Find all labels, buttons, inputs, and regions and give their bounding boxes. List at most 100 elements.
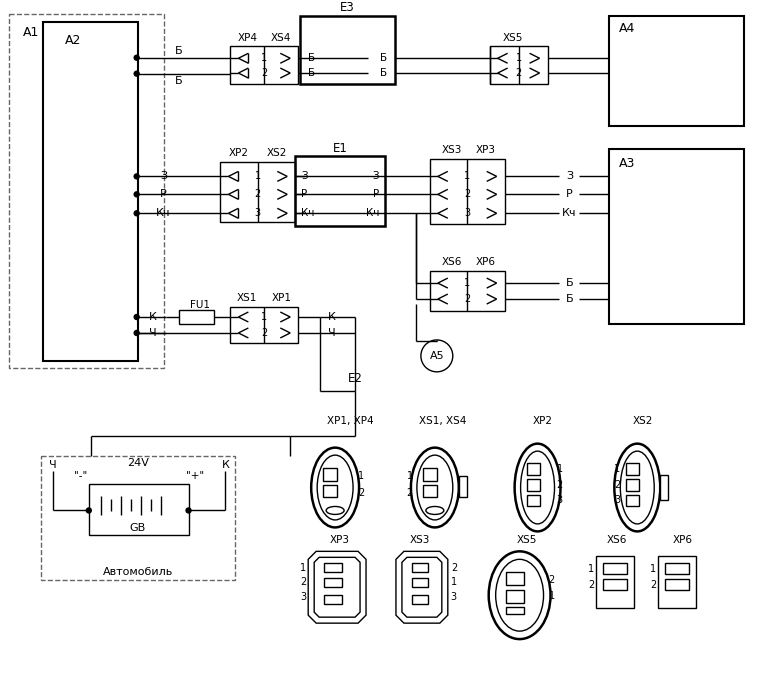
Text: XS5: XS5	[516, 535, 537, 545]
Text: "-": "-"	[74, 470, 87, 481]
Text: 2: 2	[465, 190, 471, 199]
Text: E1: E1	[332, 142, 348, 155]
Text: Кч: Кч	[366, 209, 379, 218]
Circle shape	[186, 508, 191, 513]
Bar	[603, 564, 627, 574]
Text: 3: 3	[300, 592, 306, 602]
Text: 1: 1	[451, 577, 457, 587]
Text: 1: 1	[650, 564, 657, 574]
Text: 2: 2	[300, 577, 306, 587]
Bar	[301, 16, 395, 84]
Text: 3: 3	[451, 592, 457, 602]
Text: XS1: XS1	[237, 293, 257, 303]
Text: XP2: XP2	[229, 148, 249, 159]
Text: XS3: XS3	[410, 535, 430, 545]
Text: 2: 2	[358, 487, 364, 497]
Bar	[43, 22, 137, 361]
Circle shape	[87, 508, 91, 513]
Text: 1: 1	[261, 312, 267, 322]
Bar	[324, 578, 342, 587]
Text: Б: Б	[380, 68, 387, 78]
Bar	[231, 46, 298, 84]
Text: 1: 1	[261, 53, 267, 63]
Text: XP4: XP4	[238, 33, 257, 43]
Text: 2: 2	[451, 564, 457, 573]
Text: К: К	[149, 312, 156, 322]
Bar	[423, 485, 437, 497]
Text: XP1: XP1	[271, 293, 291, 303]
Text: 24V: 24V	[127, 458, 149, 468]
Ellipse shape	[317, 455, 353, 520]
Text: Р: Р	[301, 190, 307, 199]
Text: Ч: Ч	[49, 460, 57, 470]
Text: XP6: XP6	[476, 257, 496, 267]
Text: 2: 2	[515, 68, 521, 78]
Text: 2: 2	[614, 479, 620, 489]
Bar	[665, 579, 689, 590]
Text: Кч: Кч	[156, 209, 171, 218]
Text: Б: Б	[308, 68, 315, 78]
Text: 1: 1	[465, 171, 471, 182]
Bar	[41, 456, 235, 580]
Bar	[626, 462, 639, 475]
Circle shape	[134, 55, 139, 60]
Text: Ч: Ч	[328, 328, 335, 338]
Bar	[505, 608, 524, 614]
Text: XS4: XS4	[271, 33, 291, 43]
Text: XP1, XP4: XP1, XP4	[327, 416, 373, 426]
Text: XP3: XP3	[330, 535, 350, 545]
Bar	[527, 462, 540, 475]
Text: A1: A1	[23, 26, 39, 39]
Bar	[430, 271, 505, 311]
Text: Б: Б	[308, 53, 315, 63]
Circle shape	[134, 192, 139, 197]
Bar	[324, 595, 342, 604]
Text: Кч: Кч	[562, 209, 577, 218]
Circle shape	[134, 315, 139, 319]
Polygon shape	[402, 558, 442, 617]
Bar	[89, 483, 188, 535]
Text: 1: 1	[549, 591, 555, 601]
Text: 2: 2	[588, 580, 594, 590]
Bar	[490, 46, 547, 84]
Text: "+": "+"	[187, 470, 205, 481]
Bar	[527, 495, 540, 506]
Text: A5: A5	[430, 351, 444, 361]
Text: XS2: XS2	[266, 148, 287, 159]
Bar	[626, 495, 639, 506]
Text: 3: 3	[465, 209, 471, 218]
Bar	[505, 572, 524, 585]
Text: 3: 3	[556, 495, 562, 506]
Text: 2: 2	[255, 190, 261, 199]
Text: E3: E3	[340, 1, 355, 14]
Bar	[9, 14, 164, 368]
Bar	[458, 476, 467, 497]
Text: Ч: Ч	[149, 328, 156, 338]
Text: 1: 1	[407, 470, 413, 481]
Text: З: З	[566, 171, 573, 182]
Text: Б: Б	[380, 53, 387, 63]
Text: A4: A4	[619, 22, 636, 35]
Text: 1: 1	[515, 53, 521, 63]
Text: 2: 2	[650, 580, 657, 590]
Bar	[412, 595, 428, 604]
Text: E2: E2	[348, 373, 363, 385]
Text: Р: Р	[373, 190, 379, 199]
Text: 2: 2	[261, 68, 267, 78]
Circle shape	[134, 211, 139, 216]
Text: XP3: XP3	[476, 146, 496, 155]
Bar	[412, 564, 428, 572]
Ellipse shape	[496, 560, 543, 631]
Bar	[412, 578, 428, 587]
Text: XS3: XS3	[442, 146, 462, 155]
Text: 1: 1	[358, 470, 364, 481]
Text: З: З	[160, 171, 167, 182]
Text: Р: Р	[566, 190, 573, 199]
Bar	[626, 479, 639, 491]
Text: 1: 1	[614, 464, 620, 474]
Bar	[603, 579, 627, 590]
Text: Б: Б	[175, 46, 182, 56]
Bar	[323, 468, 337, 481]
Text: A2: A2	[65, 34, 81, 47]
Ellipse shape	[620, 451, 654, 524]
